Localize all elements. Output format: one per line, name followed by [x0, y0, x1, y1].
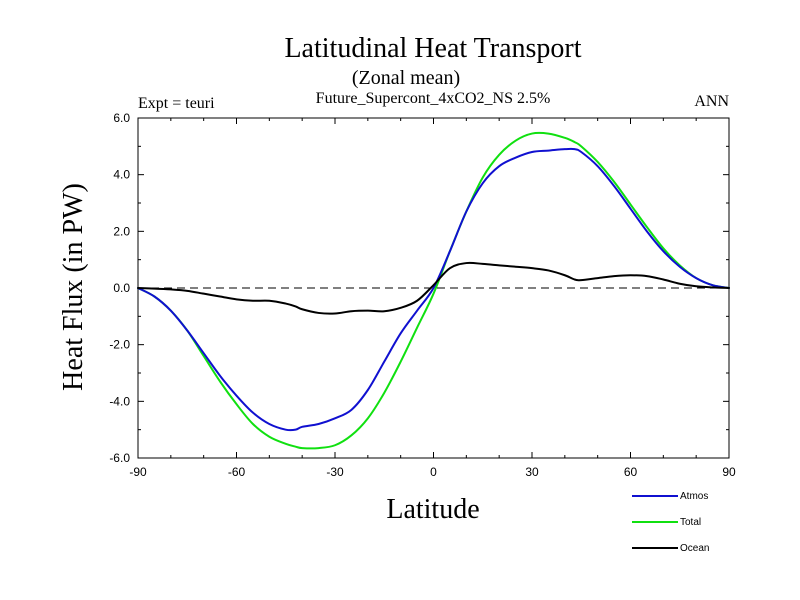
- x-tick-label: 0: [430, 465, 437, 479]
- series-line-ocean: [137, 261, 730, 315]
- x-tick-label: 60: [624, 465, 638, 479]
- legend-item-total: Total: [632, 517, 701, 528]
- chart-title: Latitudinal Heat Transport: [284, 33, 581, 64]
- y-tick-label: -4.0: [109, 394, 130, 408]
- x-tick-label: -30: [326, 465, 344, 479]
- series-line-atmos: [137, 147, 730, 432]
- legend-item-ocean: Ocean: [632, 543, 709, 554]
- legend-item-atmos: Atmos: [632, 491, 708, 502]
- legend-label: Total: [680, 517, 701, 528]
- y-tick-label: 0.0: [113, 281, 130, 295]
- chart-subtitle: (Zonal mean): [352, 67, 460, 89]
- legend: Atmos Total Ocean: [632, 491, 709, 554]
- x-tick-label: 90: [722, 465, 736, 479]
- case-label: Future_Supercont_4xCO2_NS 2.5%: [316, 90, 551, 107]
- series-line-total: [137, 131, 730, 450]
- plot-area: -90 -60 -30 0 30 60 90 -6.0 -4.0 -2.0 0.0 2.0 4.0 6.0: [109, 111, 736, 479]
- experiment-label: Expt = teuri: [138, 95, 215, 112]
- legend-label: Ocean: [680, 543, 709, 554]
- x-axis-label: Latitude: [386, 494, 479, 525]
- y-tick-label: -6.0: [109, 451, 130, 465]
- y-tick-label: -2.0: [109, 338, 130, 352]
- x-tick-label: -90: [129, 465, 147, 479]
- legend-label: Atmos: [680, 491, 708, 502]
- y-tick-label: 6.0: [113, 111, 130, 125]
- y-tick-label: 2.0: [113, 224, 130, 238]
- y-tick-label: 4.0: [113, 168, 130, 182]
- x-tick-label: -60: [228, 465, 246, 479]
- y-axis-label: Heat Flux (in PW): [58, 183, 89, 391]
- x-tick-label: 30: [525, 465, 539, 479]
- season-label: ANN: [694, 93, 729, 110]
